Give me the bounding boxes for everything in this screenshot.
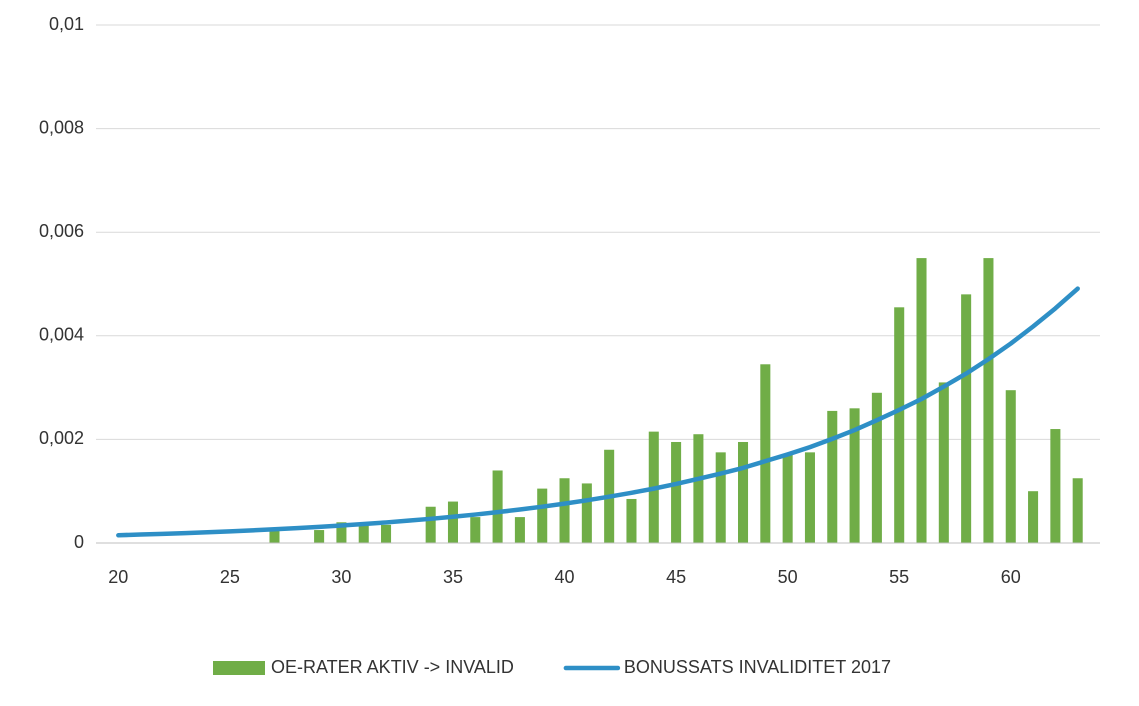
bar [381, 524, 392, 543]
bar [782, 454, 793, 543]
bar [961, 294, 972, 543]
y-tick-label: 0,008 [39, 117, 84, 137]
bar [715, 452, 726, 543]
x-tick-label: 30 [331, 567, 351, 587]
bar [1050, 429, 1061, 543]
bar [470, 517, 481, 543]
y-tick-label: 0,006 [39, 221, 84, 241]
bar [804, 452, 815, 543]
bar [626, 498, 637, 543]
bar [269, 530, 280, 543]
bar [894, 307, 905, 543]
bar [1028, 491, 1039, 543]
y-tick-label: 0,004 [39, 325, 84, 345]
bar [492, 470, 503, 543]
bar [447, 501, 458, 543]
bar [514, 517, 525, 543]
legend-swatch [213, 661, 265, 675]
x-tick-label: 55 [889, 567, 909, 587]
x-tick-label: 35 [443, 567, 463, 587]
bar [827, 410, 838, 543]
bar [1072, 478, 1083, 543]
y-tick-label: 0 [74, 532, 84, 552]
y-tick-label: 0,01 [49, 14, 84, 34]
legend-label: BONUSSATS INVALIDITET 2017 [624, 657, 891, 677]
bar [559, 478, 570, 543]
y-tick-label: 0,002 [39, 428, 84, 448]
bar [983, 258, 994, 543]
bar [938, 382, 949, 543]
x-tick-label: 20 [108, 567, 128, 587]
line [116, 286, 1080, 538]
x-tick-label: 40 [555, 567, 575, 587]
bar [693, 434, 704, 543]
bar [1005, 390, 1016, 543]
x-tick-label: 45 [666, 567, 686, 587]
bar [871, 392, 882, 543]
x-tick-label: 50 [778, 567, 798, 587]
bar [336, 522, 347, 543]
bar [760, 364, 771, 543]
bar [581, 483, 592, 543]
bar [849, 408, 860, 543]
legend-label: OE-RATER AKTIV -> INVALID [271, 657, 514, 677]
bar [358, 524, 369, 543]
bar [537, 488, 548, 543]
bar [671, 441, 682, 543]
x-tick-label: 25 [220, 567, 240, 587]
bar [738, 441, 749, 543]
x-tick-label: 60 [1001, 567, 1021, 587]
bar [425, 506, 436, 543]
bar [314, 530, 325, 543]
